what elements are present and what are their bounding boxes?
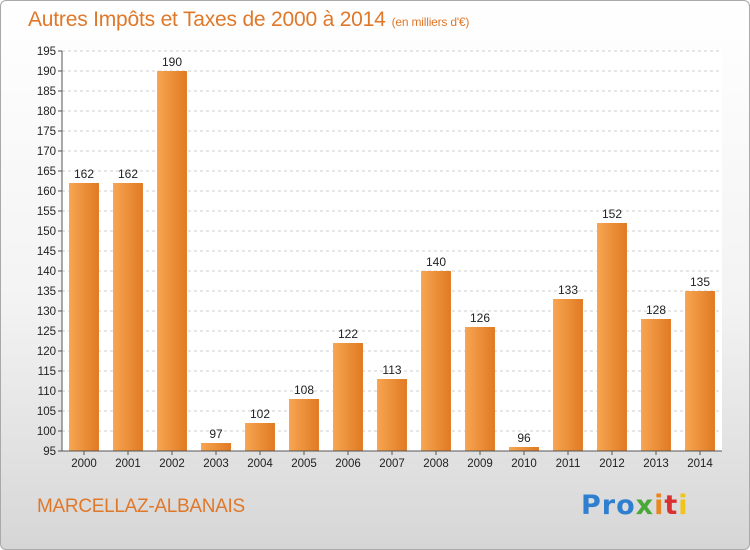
data-label-2008: 140 xyxy=(426,255,446,269)
proxiti-logo[interactable]: Proxiti xyxy=(581,490,689,521)
y-tick-label: 155 xyxy=(37,206,56,218)
chart-title: Autres Impôts et Taxes de 2000 à 2014 (en… xyxy=(28,8,469,32)
x-tick-label-2000: 2000 xyxy=(71,458,97,470)
bar-2008 xyxy=(421,271,451,451)
x-tick-label-2004: 2004 xyxy=(247,458,273,470)
axes xyxy=(58,50,722,455)
bar-2007 xyxy=(377,379,407,451)
bar-2011 xyxy=(553,299,583,451)
x-tick-label-2009: 2009 xyxy=(467,458,493,470)
y-tick-label: 140 xyxy=(37,266,56,278)
bar-2013 xyxy=(641,319,671,451)
x-tick-label-2012: 2012 xyxy=(599,458,625,470)
y-tick-label: 195 xyxy=(37,46,56,58)
y-tick-label: 95 xyxy=(43,446,56,458)
logo-part-2: x xyxy=(635,490,655,521)
x-tick-label-2011: 2011 xyxy=(556,458,581,470)
x-tick-label-2001: 2001 xyxy=(115,458,141,470)
data-label-2006: 122 xyxy=(338,327,358,341)
data-label-2003: 97 xyxy=(209,427,223,441)
commune-name: MARCELLAZ-ALBANAIS xyxy=(37,496,245,517)
x-tick-label-2007: 2007 xyxy=(379,458,405,470)
logo-part-5: i xyxy=(678,490,689,521)
chart-title-text: Autres Impôts et Taxes de 2000 à 2014 xyxy=(28,8,386,31)
x-tick-label-2008: 2008 xyxy=(423,458,449,470)
y-tick-label: 130 xyxy=(37,306,56,318)
x-tick-label-2014: 2014 xyxy=(687,458,713,470)
data-label-2002: 190 xyxy=(162,55,182,69)
bar-2006 xyxy=(333,343,363,451)
y-tick-label: 180 xyxy=(37,106,56,118)
y-tick-label: 185 xyxy=(37,86,56,98)
y-tick-label: 165 xyxy=(37,166,56,178)
x-tick-label-2002: 2002 xyxy=(159,458,185,470)
x-tick-label-2010: 2010 xyxy=(511,458,537,470)
bar-2010 xyxy=(509,447,539,451)
y-tick-label: 125 xyxy=(37,326,56,338)
data-label-2000: 162 xyxy=(74,167,94,181)
y-tick-label: 100 xyxy=(37,426,56,438)
bar-2000 xyxy=(69,183,99,451)
y-tick-label: 170 xyxy=(37,146,56,158)
y-tick-label: 160 xyxy=(37,186,56,198)
data-label-2014: 135 xyxy=(690,275,710,289)
labels: 95 100 105 110 115 120 125 130 135 140 145 150 155 16… xyxy=(37,46,714,470)
y-tick-label: 120 xyxy=(37,346,56,358)
data-label-2004: 102 xyxy=(250,407,270,421)
x-tick-label-2013: 2013 xyxy=(643,458,669,470)
chart-unit: (en milliers d'€) xyxy=(391,15,470,29)
x-tick-label-2005: 2005 xyxy=(291,458,317,470)
y-tick-label: 115 xyxy=(38,366,56,378)
data-label-2007: 113 xyxy=(382,363,401,377)
data-label-2001: 162 xyxy=(118,167,138,181)
y-tick-label: 145 xyxy=(37,246,56,258)
bar-2014 xyxy=(685,291,715,451)
bar-2009 xyxy=(465,327,495,451)
y-tick-label: 105 xyxy=(37,406,56,418)
y-tick-label: 135 xyxy=(37,286,56,298)
logo-part-4: t xyxy=(664,490,679,521)
bar-2012 xyxy=(597,223,627,451)
bar-2005 xyxy=(289,399,319,451)
data-label-2005: 108 xyxy=(294,383,314,397)
x-tick-label-2006: 2006 xyxy=(335,458,361,470)
bar-2002 xyxy=(157,71,187,451)
y-tick-label: 150 xyxy=(37,226,56,238)
data-label-2010: 96 xyxy=(517,431,531,445)
y-tick-label: 175 xyxy=(37,126,56,138)
logo-part-1: Pro xyxy=(581,490,636,521)
data-label-2011: 133 xyxy=(558,283,578,297)
y-tick-label: 190 xyxy=(37,66,56,78)
bar-2004 xyxy=(245,423,275,451)
logo-part-3: i xyxy=(654,490,665,521)
bar-2003 xyxy=(201,443,231,451)
y-tick-label: 110 xyxy=(38,386,56,398)
bars xyxy=(69,71,715,451)
bar-2001 xyxy=(113,183,143,451)
x-tick-label-2003: 2003 xyxy=(203,458,229,470)
data-label-2012: 152 xyxy=(602,207,622,221)
data-label-2013: 128 xyxy=(646,303,666,317)
data-label-2009: 126 xyxy=(470,311,490,325)
